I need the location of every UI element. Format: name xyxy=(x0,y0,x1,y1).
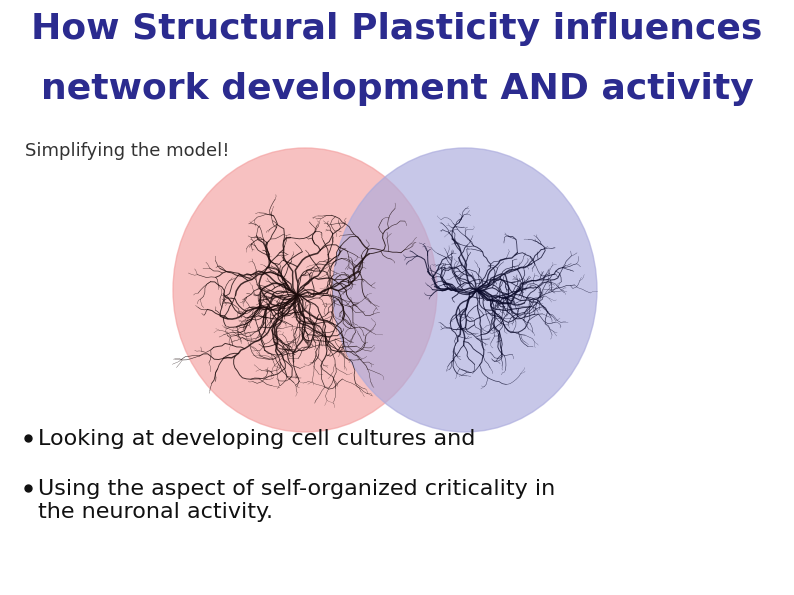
Text: How Structural Plasticity influences: How Structural Plasticity influences xyxy=(31,12,763,46)
Text: Using the aspect of self-organized criticality in
the neuronal activity.: Using the aspect of self-organized criti… xyxy=(38,479,555,522)
Text: Looking at developing cell cultures and: Looking at developing cell cultures and xyxy=(38,429,476,449)
Text: Simplifying the model!: Simplifying the model! xyxy=(25,142,229,160)
Ellipse shape xyxy=(173,148,437,432)
Ellipse shape xyxy=(333,148,597,432)
Text: network development AND activity: network development AND activity xyxy=(40,72,754,106)
